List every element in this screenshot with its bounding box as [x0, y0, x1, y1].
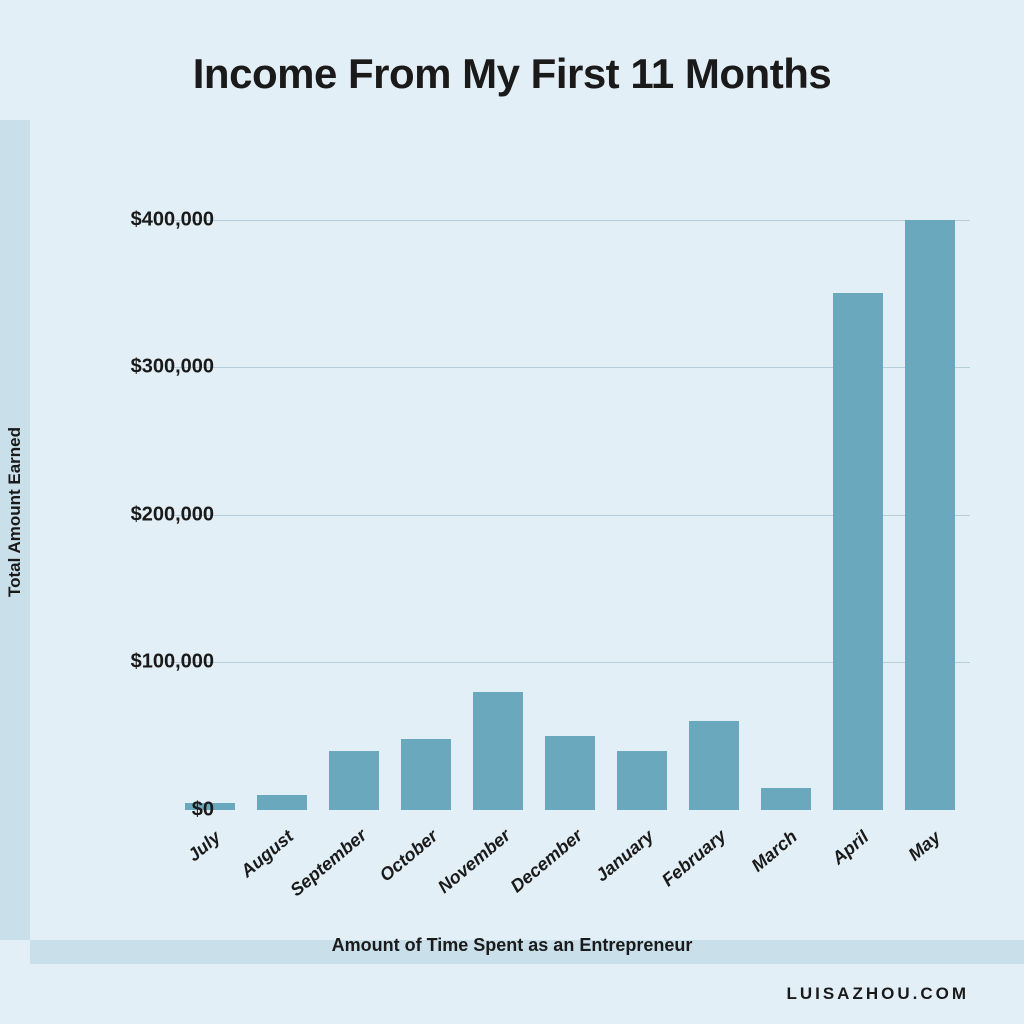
- x-label-slot: April: [822, 816, 894, 916]
- bar-slot: [606, 190, 678, 810]
- bar: [329, 751, 379, 810]
- bar: [689, 721, 739, 810]
- bar-slot: [462, 190, 534, 810]
- bar: [617, 751, 667, 810]
- bar-slot: [318, 190, 390, 810]
- bar-slot: [822, 190, 894, 810]
- x-tick-labels: JulyAugustSeptemberOctoberNovemberDecemb…: [170, 816, 970, 916]
- x-tick-label: April: [828, 827, 873, 869]
- x-tick-label: August: [237, 826, 298, 882]
- y-tick-label: $200,000: [74, 503, 214, 526]
- x-label-slot: July: [174, 816, 246, 916]
- chart-title: Income From My First 11 Months: [0, 50, 1024, 98]
- bar: [401, 739, 451, 810]
- plot-area: [170, 190, 970, 810]
- x-tick-label: July: [184, 827, 225, 866]
- bar-slot: [174, 190, 246, 810]
- x-label-slot: March: [750, 816, 822, 916]
- bar-slot: [246, 190, 318, 810]
- bar: [833, 293, 883, 810]
- x-label-slot: May: [894, 816, 966, 916]
- bar-slot: [534, 190, 606, 810]
- y-tick-label: $300,000: [74, 356, 214, 379]
- plot: [170, 190, 970, 810]
- x-tick-label: May: [905, 827, 945, 866]
- bar: [257, 795, 307, 810]
- footer-attribution: LUISAZHOU.COM: [786, 984, 969, 1004]
- bar: [905, 220, 955, 810]
- bar-slot: [390, 190, 462, 810]
- bars-container: [170, 190, 970, 810]
- bar: [473, 692, 523, 810]
- x-axis-title: Amount of Time Spent as an Entrepreneur: [0, 935, 1024, 956]
- bar-slot: [894, 190, 966, 810]
- y-tick-label: $100,000: [74, 651, 214, 674]
- bar: [545, 736, 595, 810]
- y-tick-label: $400,000: [74, 208, 214, 231]
- x-tick-label: March: [747, 826, 801, 876]
- bar: [761, 788, 811, 810]
- y-axis-title: Total Amount Earned: [5, 362, 25, 662]
- bar-slot: [750, 190, 822, 810]
- x-label-slot: February: [678, 816, 750, 916]
- bar-slot: [678, 190, 750, 810]
